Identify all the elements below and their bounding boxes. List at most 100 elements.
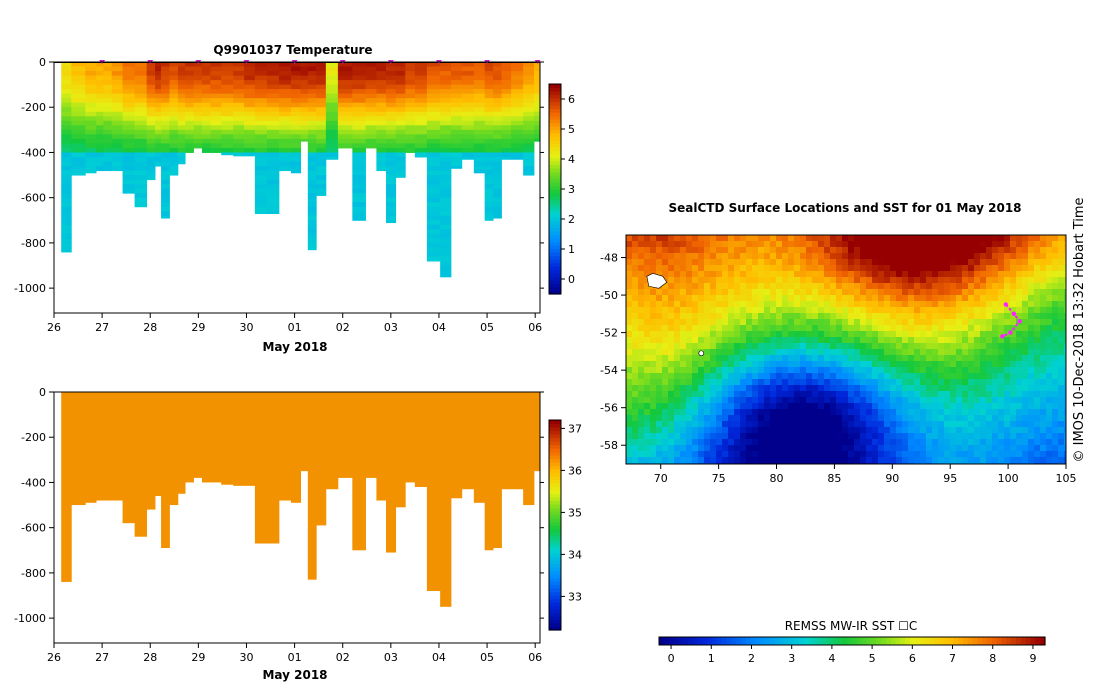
sst-cell [1058,421,1065,428]
sst-cell [926,271,933,278]
sst-cell [950,403,957,410]
sst-cell [758,265,765,272]
temperature-cell [122,89,135,95]
sst-cell [902,457,909,464]
sst-cell [734,367,741,374]
temperature-cell [307,156,317,162]
sst-cell [860,283,867,290]
sst-cell [890,259,897,266]
sst-cell [1022,337,1029,344]
temperature-cell [85,116,97,122]
sst-cell [902,301,909,308]
sst-cell [656,265,663,272]
sst-cell [806,277,813,284]
sst-cell [962,373,969,380]
temperature-cell [177,71,186,77]
temperature-cell [96,66,104,72]
sst-cell [830,349,837,356]
sst-cell [932,307,939,314]
sst-cell [746,247,753,254]
sst-cell [1004,277,1011,284]
sst-cell [1046,427,1053,434]
temperature-cell [440,251,452,257]
sst-cell [818,331,825,338]
sst-cell [788,397,795,404]
sst-cell [836,289,843,296]
temperature-cell [426,175,441,181]
sst-cell [770,259,777,266]
sst-cell [740,433,747,440]
temperature-cell [386,66,397,72]
sst-cell [1010,313,1017,320]
temperature-cell [146,152,156,158]
temperature-cell [96,143,104,149]
sst-cell [956,265,963,272]
temperature-cell [484,175,494,181]
sst-cell [842,421,849,428]
sst-cell [944,427,951,434]
sst-cell [728,373,735,380]
temperature-cell [96,125,104,131]
temperature-cell [337,125,353,131]
temperature-cell [254,84,268,90]
sst-cell [710,367,717,374]
temperature-cell [185,98,194,104]
temperature-cell [461,120,475,126]
temperature-cell [493,170,502,176]
sst-cell [998,343,1005,350]
sst-cell [800,343,807,350]
temperature-cell [290,66,302,72]
temperature-cell [511,66,524,72]
sst-cell [878,343,885,350]
sst-cell [752,271,759,278]
sst-cell [1034,403,1041,410]
sst-cell [992,289,999,296]
colorbar-segment [549,556,561,561]
sst-cell [1052,295,1059,302]
sst-cell [938,379,945,386]
temperature-cell [233,89,245,95]
sst-cell [1058,325,1065,332]
sst-cell [770,313,777,320]
temperature-cell [523,66,535,72]
temperature-cell [473,98,486,104]
temperature-cell [316,138,327,144]
sst-cell [740,235,747,242]
sst-cell [962,379,969,386]
sst-cell [932,343,939,350]
sst-cell [662,445,669,452]
sst-cell [716,385,723,392]
colorbar-segment [549,196,561,201]
salinity-cell [337,392,353,478]
sst-cell [668,457,675,464]
temperature-cell [161,184,170,190]
sst-cell [650,259,657,266]
sst-cell [746,271,753,278]
sst-cell [890,439,897,446]
temperature-cell [325,125,339,131]
sst-cell [818,259,825,266]
sst-cell [872,241,879,248]
colorbar-segment [549,560,561,565]
sst-cell [770,271,777,278]
sst-cell [962,349,969,356]
sst-cell [908,379,915,386]
x-tick-label: 05 [480,651,494,664]
sst-cell [1064,361,1066,368]
x-tick-label: 02 [336,321,350,334]
sst-cell [950,457,957,464]
sst-colorbar-segment [716,637,723,645]
sst-cell [830,409,837,416]
sst-cell [806,295,813,302]
temperature-cell [440,107,452,113]
temperature-cell [440,211,452,217]
temperature-cell [278,62,292,68]
sst-cell [830,241,837,248]
temperature-cell [352,134,366,140]
sst-cell [746,283,753,290]
temperature-cell [111,161,123,167]
temperature-cell [414,134,428,140]
sst-cell [884,355,891,362]
sst-cell [788,265,795,272]
sst-cell [974,355,981,362]
